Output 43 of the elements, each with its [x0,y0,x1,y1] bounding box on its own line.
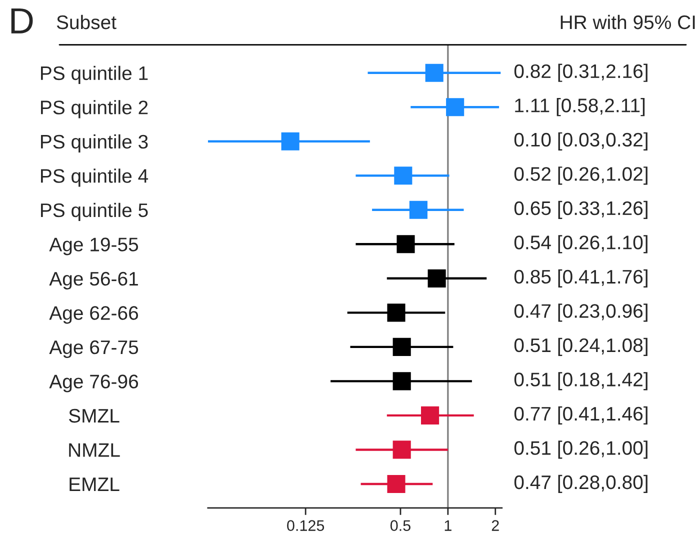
point [387,474,406,493]
y-tick-label: EMZL [70,478,120,492]
x-tick-label: 0.5 [390,520,410,531]
text: D [11,8,33,34]
data-label: 0.51 [0.24,1.08] [514,338,648,356]
data-label: 0.77 [0.41,1.46] [514,406,648,425]
x-tick-label: 2 [492,520,499,531]
point [392,338,411,356]
point [394,166,412,185]
data-label: 0.65 [0.33,1.26] [514,200,648,219]
data-label: 0.51 [0.26,1.00] [514,440,648,459]
point [392,440,411,459]
y-tick-label: Age 62-66 [49,306,138,324]
y-tick-label: Age 67-75 [49,340,138,358]
y-tick-label: PS quintile 5 [41,202,148,221]
y-tick-label: Age 19-55 [49,238,138,256]
y-tick-label: PS quintile 1 [41,66,148,84]
data-label: 0.10 [0.03,0.32] [514,132,648,150]
data-label: 0.54 [0.26,1.10] [514,235,648,254]
data-label: 0.82 [0.31,2.16] [514,64,648,82]
x-tick-label: 1 [444,520,452,531]
point [392,372,411,390]
data-label: 0.85 [0.41,1.76] [514,269,648,288]
data-label: 0.47 [0.23,0.96] [514,304,648,322]
point [421,406,440,424]
data-label: 0.47 [0.28,0.80] [514,474,648,494]
point [396,235,415,254]
y-tick-label: SMZL [68,408,120,423]
y-tick-label: Age 56-61 [49,272,138,290]
text: HR with 95% CI [560,14,695,30]
y-tick-label: NMZL [69,443,120,457]
point [387,304,406,322]
y-tick-label: PS quintile 3 [41,134,148,152]
y-tick-label: PS quintile 4 [41,168,148,187]
point [428,269,446,288]
data-label: 0.52 [0.26,1.02] [514,166,648,185]
data-label: 1.11 [0.58,2.11] [515,98,645,116]
y-tick-label: Age 76-96 [49,374,138,392]
text: Subset [56,14,116,30]
data-label: 0.51 [0.18,1.42] [514,372,648,390]
y-tick-label: PS quintile 2 [41,100,148,118]
point [425,64,444,82]
x-tick-label: 0.125 [287,520,324,531]
